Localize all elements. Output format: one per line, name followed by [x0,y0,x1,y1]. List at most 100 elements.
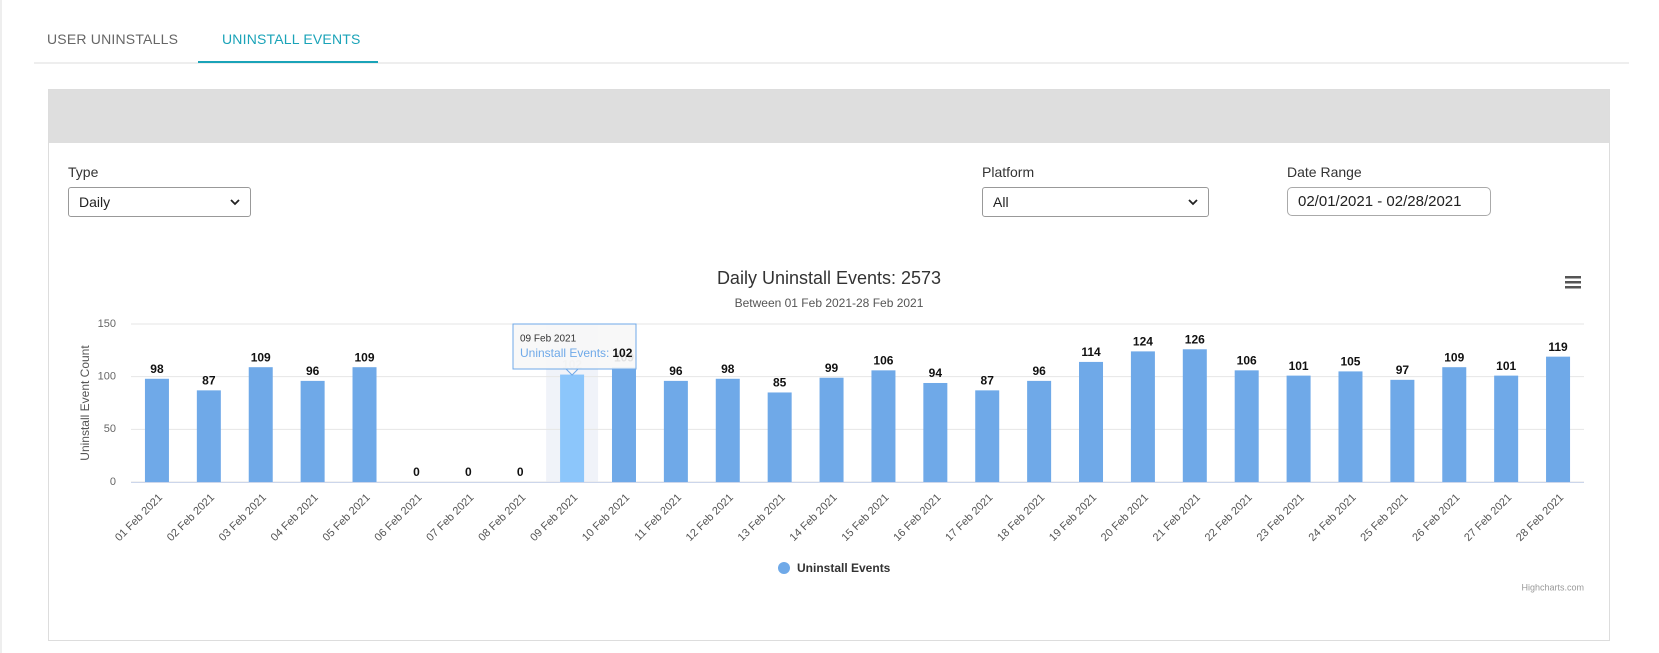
bar [1546,356,1571,482]
chevron [230,198,240,205]
data-label: 109 [251,350,271,364]
bar [1234,370,1259,482]
x-tick-label: 15 Feb 2021 [839,492,891,544]
data-label: 87 [202,374,216,388]
bar [767,392,792,482]
tab-active[interactable]: UNINSTALL EVENTS [222,31,361,47]
x-tick-label: 01 Feb 2021 [113,492,165,544]
input-value: 02/01/2021 - 02/28/2021 [1298,193,1462,210]
tooltip-pointer [564,368,580,376]
filter-label: Date Range [1287,164,1362,180]
y-tick-label: 50 [104,423,116,435]
x-tick-label: 21 Feb 2021 [1151,492,1203,544]
panel-header [49,90,1609,143]
bar [1182,349,1207,482]
bar [871,370,896,482]
bar [352,367,377,482]
data-label: 0 [517,465,524,479]
x-tick-label: 28 Feb 2021 [1514,492,1566,544]
data-label: 114 [1081,345,1101,359]
tooltip-label: Uninstall Events: [520,346,609,360]
chart-subtitle: Between 01 Feb 2021-28 Feb 2021 [735,296,924,310]
x-tick-label: 26 Feb 2021 [1410,492,1462,544]
bar [196,390,221,482]
credits: Highcharts.com [1521,582,1584,592]
menu-button[interactable] [1565,276,1581,289]
data-label: 99 [825,361,839,375]
x-tick-label: 05 Feb 2021 [321,492,373,544]
bar [611,367,636,482]
legend[interactable]: Uninstall Events [778,561,891,575]
tab[interactable]: USER UNINSTALLS [47,31,179,47]
menu-line [1565,276,1581,279]
x-tick-label: 23 Feb 2021 [1255,492,1307,544]
bar [923,382,948,482]
data-label: 97 [1396,363,1410,377]
data-label: 105 [1340,355,1360,369]
bar [1079,361,1104,482]
x-tick-label: 22 Feb 2021 [1203,492,1255,544]
filter-label: Platform [982,164,1035,180]
bar [1390,379,1415,482]
data-label: 96 [1032,364,1046,378]
data-label: 119 [1548,340,1568,354]
tooltip-category: 09 Feb 2021 [520,334,577,345]
x-tick-label: 09 Feb 2021 [528,492,580,544]
bar [663,380,688,482]
bar [248,367,273,482]
menu-line [1565,286,1581,289]
data-label: 126 [1185,332,1205,346]
data-label: 101 [1496,359,1516,373]
bar [144,378,169,482]
bar [1130,351,1155,482]
x-tick-label: 24 Feb 2021 [1306,492,1358,544]
chevron [1188,198,1198,205]
data-label: 87 [981,374,995,388]
x-tick-label: 08 Feb 2021 [476,492,528,544]
data-label: 96 [306,364,320,378]
data-label: 98 [150,362,164,376]
legend-marker [778,562,790,574]
select-value: Daily [79,194,111,210]
data-label: 109 [355,350,375,364]
active-tab-underline [198,61,378,63]
legend-label: Uninstall Events [797,561,891,575]
menu-line [1565,281,1581,284]
x-tick-label: 07 Feb 2021 [424,492,476,544]
x-tick-label: 11 Feb 2021 [632,492,684,544]
x-tick-label: 14 Feb 2021 [788,492,840,544]
data-label: 124 [1133,335,1153,349]
data-label: 109 [1444,350,1464,364]
type-select[interactable]: Daily [68,187,251,217]
platform-select[interactable]: All [982,187,1209,217]
y-tick-label: 150 [98,318,116,330]
bar [1027,380,1052,482]
panel [48,89,1610,641]
tooltip-box [512,323,637,370]
filter-label: Type [68,164,99,180]
x-tick-label: 16 Feb 2021 [891,492,943,544]
x-tick-label: 19 Feb 2021 [1047,492,1099,544]
bar [1494,375,1519,482]
bar [300,380,325,482]
data-label: 98 [721,362,735,376]
tooltip-value: 102 [612,346,632,360]
x-tick-label: 10 Feb 2021 [580,492,632,544]
tooltip-series: Uninstall Events: 102 [520,346,633,360]
x-tick-label: 20 Feb 2021 [1099,492,1151,544]
x-tick-label: 02 Feb 2021 [165,492,217,544]
chart-title: Daily Uninstall Events: 2573 [717,268,941,288]
y-axis-title: Uninstall Event Count [78,345,92,461]
bar [975,390,1000,482]
bar [1338,371,1363,482]
x-tick-label: 13 Feb 2021 [736,492,788,544]
data-label: 0 [465,465,472,479]
x-tick-label: 25 Feb 2021 [1358,492,1410,544]
date-range-input[interactable]: 02/01/2021 - 02/28/2021 [1287,187,1491,216]
x-tick-label: 18 Feb 2021 [995,492,1047,544]
bar [1442,367,1467,482]
